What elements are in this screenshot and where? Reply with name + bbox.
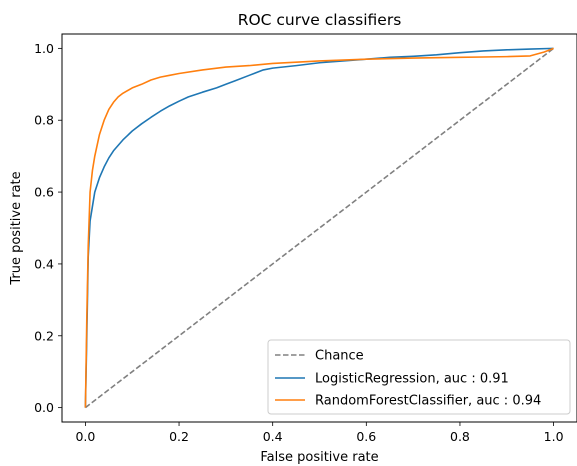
- x-axis-label: False positive rate: [260, 450, 378, 465]
- x-tick-label: 0.2: [169, 429, 189, 444]
- x-axis-ticks: 0.0 0.2 0.4 0.6 0.8 1.0: [75, 422, 564, 444]
- x-tick-label: 0.8: [450, 429, 470, 444]
- x-tick-label: 0.4: [263, 429, 283, 444]
- y-tick-label: 0.2: [34, 328, 54, 343]
- series-line-1: [84, 47, 554, 408]
- legend-label-chance: Chance: [315, 349, 364, 364]
- x-tick-label: 1.0: [544, 429, 564, 444]
- x-tick-label: 0.6: [356, 429, 376, 444]
- legend-box: [267, 339, 571, 415]
- y-axis-ticks: 0.0 0.2 0.4 0.6 0.8 1.0: [34, 41, 62, 415]
- legend-label-random-forest: RandomForestClassifier, auc : 0.94: [315, 394, 541, 409]
- plot-lines: [84, 47, 555, 409]
- x-tick-label: 0.0: [75, 429, 95, 444]
- y-tick-label: 1.0: [34, 41, 54, 56]
- series-line-2: [84, 47, 554, 408]
- legend: Chance LogisticRegression, auc : 0.91 Ra…: [267, 339, 571, 415]
- y-tick-label: 0.4: [34, 256, 54, 271]
- chart-title: ROC curve classifiers: [238, 11, 402, 29]
- legend-label-logistic-regression: LogisticRegression, auc : 0.91: [315, 372, 509, 387]
- y-tick-label: 0.0: [34, 400, 54, 415]
- series-line-0: [84, 47, 555, 409]
- plot-frame: [61, 33, 577, 423]
- y-tick-label: 0.8: [34, 113, 54, 128]
- y-tick-label: 0.6: [34, 185, 54, 200]
- y-axis-label: True positive rate: [9, 171, 24, 285]
